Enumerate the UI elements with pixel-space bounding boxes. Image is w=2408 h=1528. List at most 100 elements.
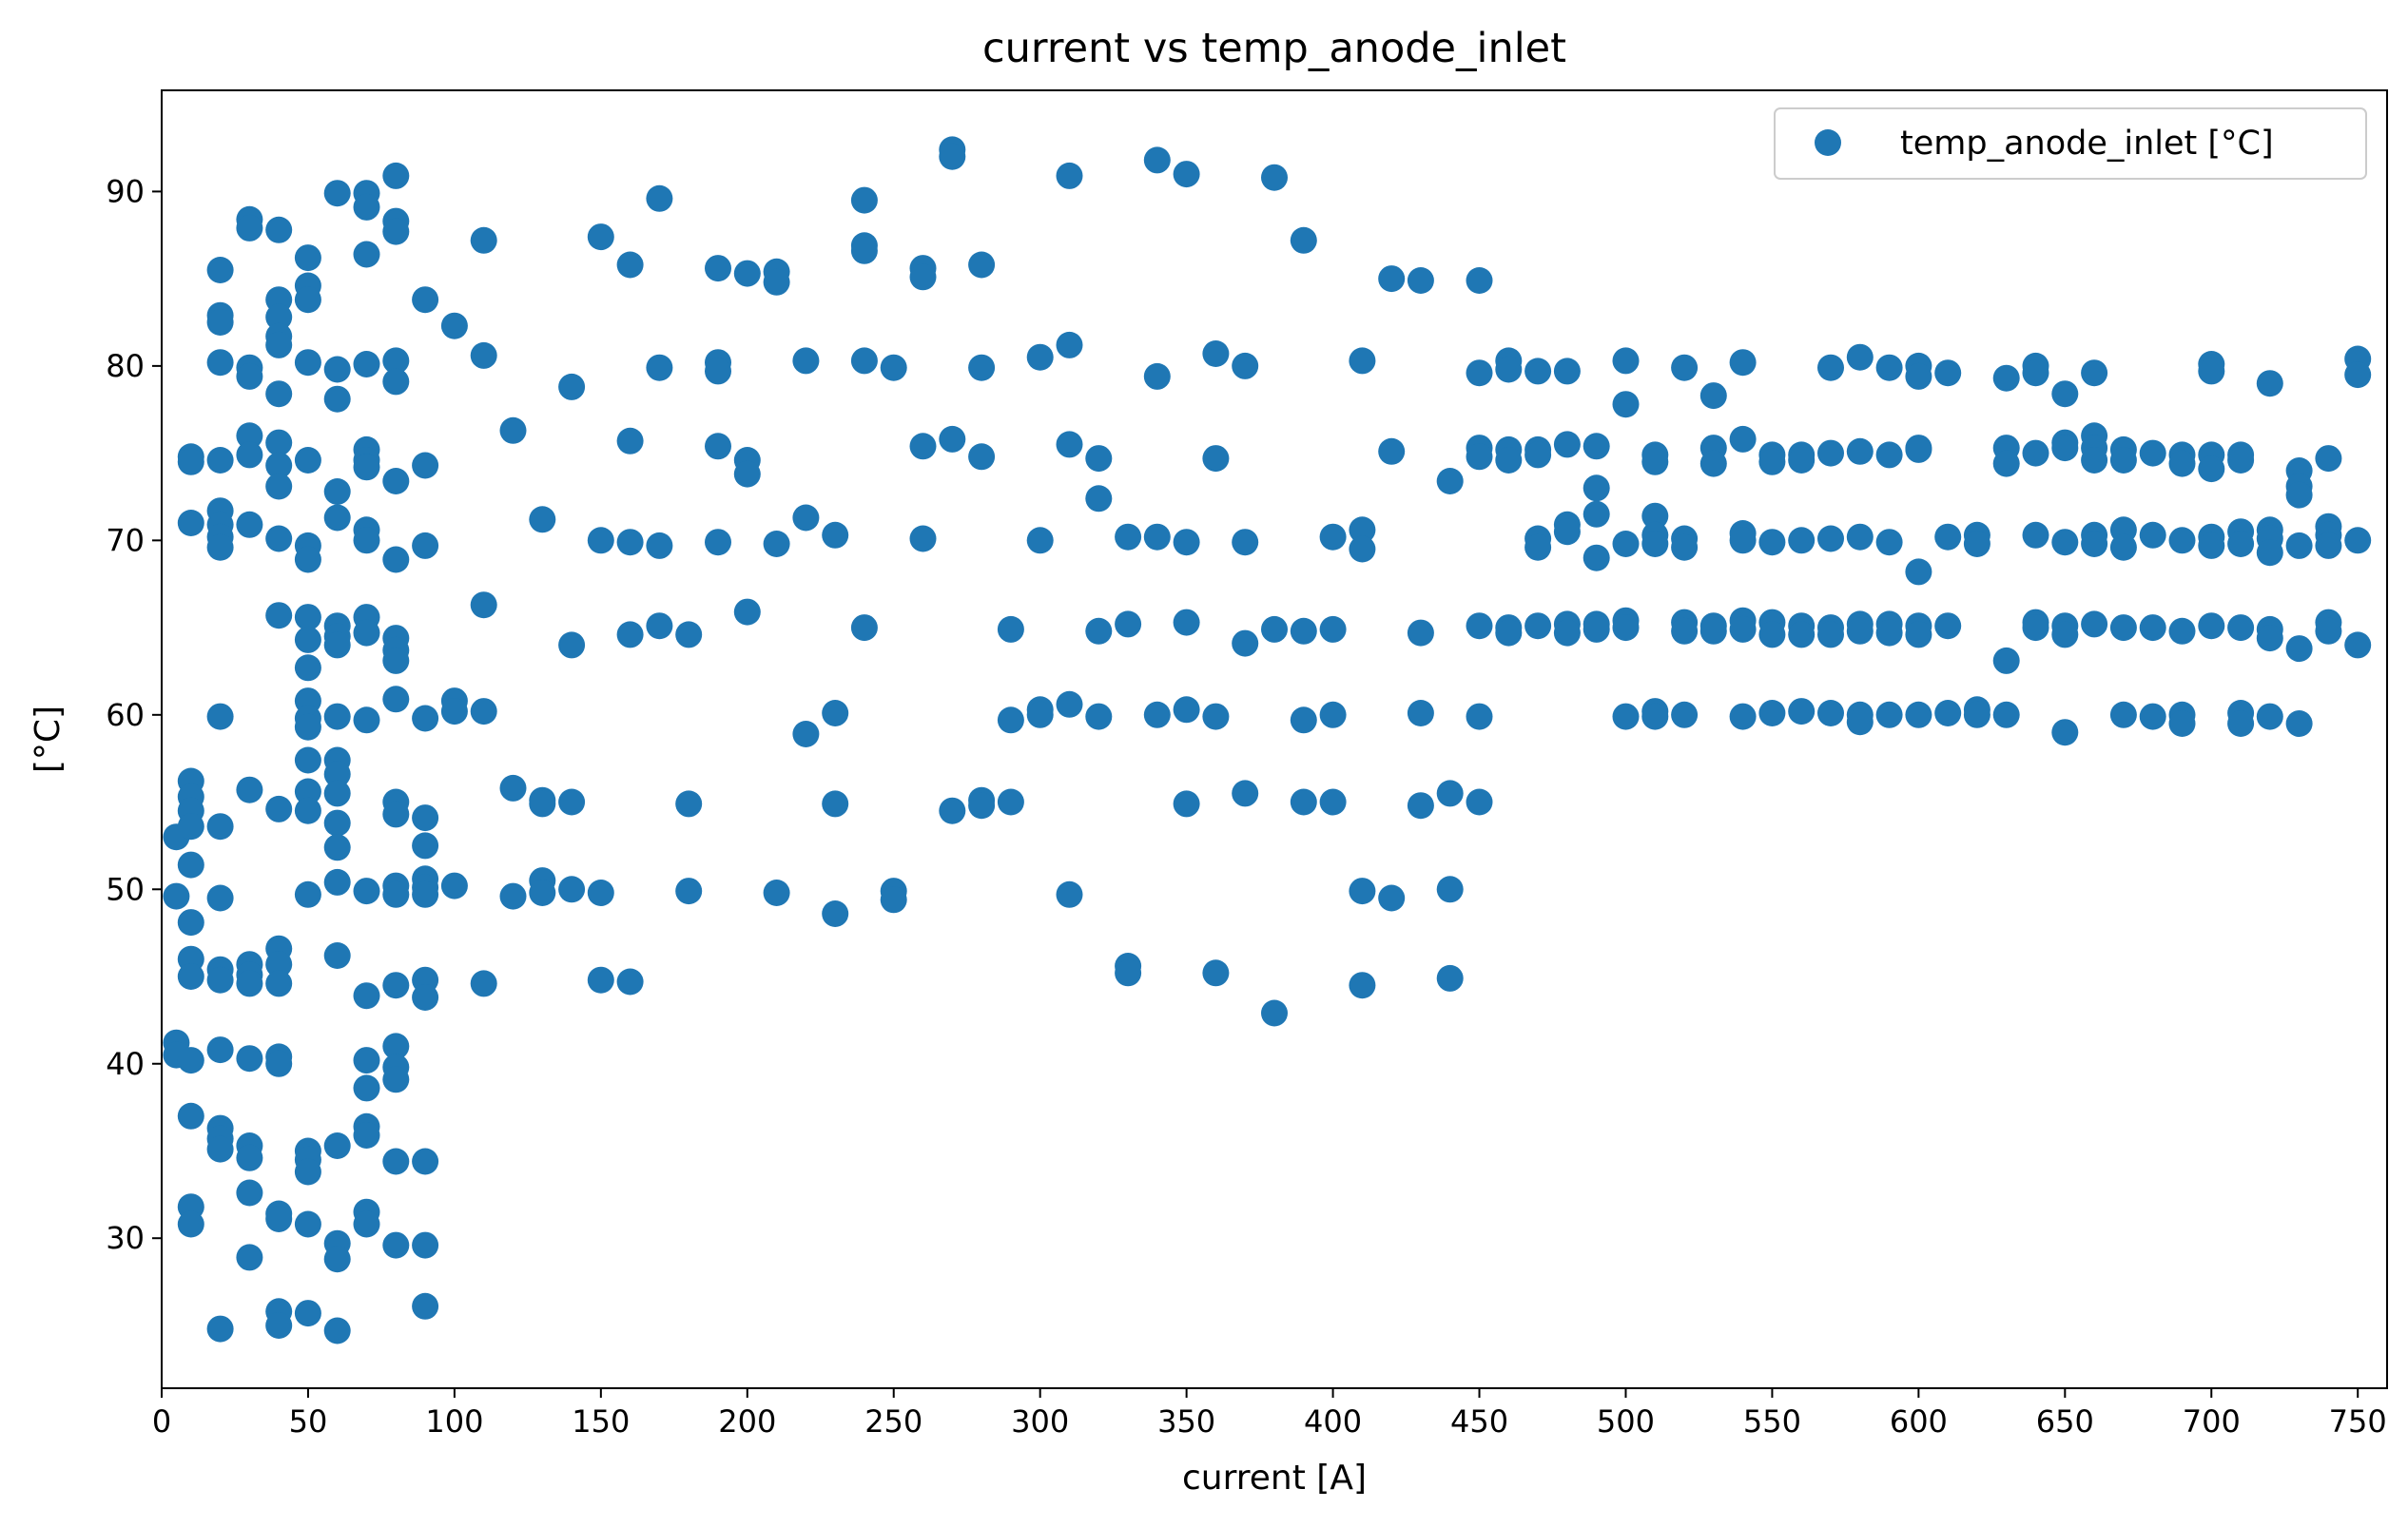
scatter-point bbox=[470, 698, 497, 725]
scatter-point bbox=[382, 347, 410, 375]
scatter-point bbox=[880, 354, 907, 381]
y-axis-ticks: 30 40 50 60 70 80 90 bbox=[106, 173, 162, 1256]
scatter-point bbox=[1085, 617, 1113, 645]
scatter-point bbox=[177, 909, 204, 937]
scatter-point bbox=[1261, 615, 1288, 643]
scatter-point bbox=[1671, 533, 1699, 561]
scatter-point bbox=[323, 703, 351, 730]
scatter-point bbox=[294, 447, 321, 474]
scatter-point bbox=[646, 532, 673, 559]
scatter-point bbox=[499, 882, 527, 910]
scatter-point bbox=[1788, 698, 1816, 725]
scatter-point bbox=[412, 804, 439, 832]
scatter-point bbox=[1699, 450, 1727, 477]
scatter-point bbox=[997, 788, 1024, 816]
scatter-point bbox=[412, 832, 439, 860]
scatter-point bbox=[733, 260, 761, 287]
scatter-point bbox=[323, 942, 351, 969]
scatter-point bbox=[412, 705, 439, 732]
scatter-point bbox=[587, 880, 614, 906]
x-tick-label: 500 bbox=[1597, 1403, 1655, 1440]
scatter-point bbox=[265, 1206, 293, 1232]
scatter-point bbox=[382, 368, 410, 396]
scatter-point bbox=[1817, 439, 1844, 467]
scatter-point bbox=[294, 604, 321, 631]
scatter-point bbox=[1232, 529, 1259, 556]
scatter-point bbox=[265, 380, 293, 408]
scatter-point bbox=[177, 1047, 204, 1074]
scatter-point bbox=[1846, 617, 1874, 645]
scatter-point bbox=[206, 349, 234, 377]
scatter-point bbox=[2315, 532, 2342, 559]
scatter-point bbox=[1992, 701, 2020, 728]
scatter-point bbox=[353, 351, 380, 377]
scatter-point bbox=[294, 1210, 321, 1238]
scatter-point bbox=[1173, 790, 1200, 818]
x-tick-label: 300 bbox=[1011, 1403, 1069, 1440]
scatter-point bbox=[1143, 701, 1171, 728]
scatter-point bbox=[2109, 533, 2137, 561]
scatter-point bbox=[587, 527, 614, 554]
scatter-point bbox=[382, 546, 410, 573]
scatter-point bbox=[2285, 532, 2313, 559]
scatter-point bbox=[294, 1158, 321, 1186]
scatter-point bbox=[1349, 516, 1376, 544]
scatter-point bbox=[2256, 703, 2283, 730]
scatter-point bbox=[1788, 527, 1816, 554]
scatter-point bbox=[1349, 535, 1376, 563]
scatter-point bbox=[382, 468, 410, 494]
scatter-point bbox=[1963, 531, 1990, 557]
scatter-point bbox=[763, 880, 790, 906]
scatter-point bbox=[616, 968, 644, 996]
scatter-point bbox=[1729, 527, 1757, 554]
scatter-point bbox=[236, 970, 263, 997]
scatter-point bbox=[323, 761, 351, 788]
scatter-point bbox=[1056, 162, 1083, 189]
scatter-point bbox=[265, 452, 293, 479]
scatter-point bbox=[646, 612, 673, 640]
scatter-point bbox=[265, 473, 293, 500]
scatter-point bbox=[353, 706, 380, 734]
scatter-point bbox=[2081, 359, 2108, 387]
scatter-point bbox=[1085, 445, 1113, 473]
scatter-point bbox=[353, 878, 380, 905]
scatter-point bbox=[1641, 703, 1669, 730]
scatter-point bbox=[558, 876, 586, 903]
scatter-point bbox=[382, 647, 410, 674]
scatter-point bbox=[1905, 435, 1932, 463]
scatter-point bbox=[2022, 439, 2049, 467]
scatter-point bbox=[2022, 521, 2049, 549]
x-tick-label: 0 bbox=[152, 1403, 171, 1440]
scatter-point bbox=[177, 510, 204, 536]
scatter-point bbox=[177, 963, 204, 990]
scatter-point bbox=[1934, 612, 1962, 640]
scatter-point bbox=[1553, 358, 1581, 385]
scatter-point bbox=[850, 237, 878, 264]
scatter-point bbox=[558, 373, 586, 400]
scatter-point bbox=[294, 713, 321, 741]
scatter-point bbox=[2109, 614, 2137, 642]
scatter-point bbox=[1641, 448, 1669, 475]
y-tick-label: 70 bbox=[106, 522, 145, 558]
scatter-point bbox=[1729, 703, 1757, 730]
scatter-point bbox=[1232, 780, 1259, 807]
scatter-point bbox=[412, 880, 439, 908]
scatter-point bbox=[1407, 700, 1434, 726]
scatter-point bbox=[1202, 445, 1230, 473]
scatter-point bbox=[1905, 701, 1932, 728]
scatter-point bbox=[1875, 701, 1903, 728]
scatter-point bbox=[1319, 615, 1347, 643]
scatter-point bbox=[206, 703, 234, 730]
scatter-point bbox=[470, 591, 497, 619]
scatter-point bbox=[1407, 619, 1434, 647]
scatter-point bbox=[968, 354, 996, 381]
scatter-point bbox=[2168, 527, 2196, 554]
scatter-point bbox=[294, 626, 321, 653]
scatter-point bbox=[206, 884, 234, 912]
scatter-point bbox=[968, 251, 996, 279]
scatter-point bbox=[1173, 529, 1200, 556]
x-tick-label: 150 bbox=[572, 1403, 630, 1440]
scatter-point bbox=[1846, 343, 1874, 371]
x-tick-label: 400 bbox=[1304, 1403, 1362, 1440]
scatter-point bbox=[2081, 531, 2108, 557]
